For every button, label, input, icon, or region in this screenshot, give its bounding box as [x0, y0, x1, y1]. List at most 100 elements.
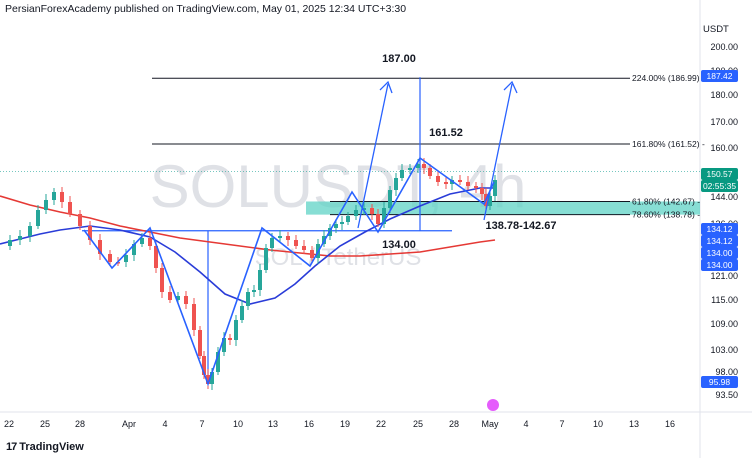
x-tick-label: 19 — [340, 419, 350, 429]
price-tag — [701, 235, 738, 247]
y-tick-label: 144.00 — [710, 192, 738, 202]
price-annotation: 134.00 — [382, 239, 416, 251]
candle-body — [450, 180, 454, 184]
x-tick-label: 13 — [268, 419, 278, 429]
candle-body — [488, 196, 492, 206]
x-tick-label: 22 — [376, 419, 386, 429]
projection-arrow-left — [357, 83, 389, 229]
footer-brand-text: TradingView — [19, 441, 84, 453]
price-tag — [701, 180, 738, 192]
price-tag — [701, 168, 738, 180]
candle-body — [286, 236, 290, 240]
price-annotation: 138.78-142.67 — [486, 220, 557, 232]
candle-body — [124, 255, 128, 262]
candle-body — [270, 238, 274, 248]
candle-body — [428, 168, 432, 176]
price-tag-label: 134.12 — [707, 224, 733, 234]
candle-body — [340, 222, 344, 224]
candle-body — [376, 214, 380, 224]
candle-body — [18, 236, 22, 240]
candle-body — [222, 338, 226, 352]
candle-body — [400, 170, 404, 178]
candle-body — [480, 188, 484, 194]
candle-body — [202, 356, 206, 375]
tradingview-logo-icon: 17 — [6, 441, 17, 453]
x-tick-label: 10 — [593, 419, 603, 429]
candle-body — [466, 182, 470, 186]
pattern-drawing — [83, 156, 495, 387]
candle-body — [184, 296, 188, 304]
candle-body — [210, 372, 214, 384]
price-annotation: 161.52 — [429, 127, 463, 139]
candle-body — [140, 238, 144, 244]
x-tick-label: May — [481, 419, 499, 429]
projection-arrowhead-right — [503, 80, 518, 94]
price-tag-label: 02:55:35 — [703, 181, 736, 191]
price-tag — [701, 247, 738, 259]
fib-level-label: 78.60% (138.78) - — [632, 210, 700, 220]
price-tag — [701, 376, 738, 388]
price-tag — [701, 259, 738, 271]
candle-body — [216, 352, 220, 372]
y-tick-label: 170.00 — [710, 117, 738, 127]
x-tick-label: 16 — [665, 419, 675, 429]
candle-body — [474, 186, 478, 188]
candle-body — [354, 210, 358, 216]
candle-body — [302, 246, 306, 250]
candle-body — [192, 304, 196, 330]
candle-body — [234, 320, 238, 340]
x-tick-label: 16 — [304, 419, 314, 429]
fib-level-label: 61.80% (142.67) - — [632, 196, 700, 206]
candle-body — [28, 226, 32, 236]
price-tag-label: 187.42 — [707, 71, 733, 81]
x-tick-label: 28 — [449, 419, 459, 429]
candle-body — [382, 208, 386, 224]
projection-arrow-right — [483, 83, 513, 221]
candle-body — [294, 240, 298, 246]
candle-body — [148, 238, 152, 246]
x-tick-label: Apr — [122, 419, 136, 429]
idea-marker-icon — [487, 399, 499, 411]
candle-body — [78, 214, 82, 226]
candle-body — [278, 236, 282, 238]
price-tag-label: 134.00 — [707, 248, 733, 258]
price-tag-label: 134.12 — [707, 236, 733, 246]
y-tick-label: 121.00 — [710, 271, 738, 281]
fib-level-label: 224.00% (186.99) - — [632, 73, 705, 83]
y-tick-label: 115.00 — [711, 295, 738, 305]
candle-body — [8, 240, 12, 246]
candle-body — [264, 248, 268, 270]
candle-body — [422, 164, 426, 168]
candle-body — [108, 254, 112, 262]
candle-body — [176, 296, 180, 300]
price-tag-label: 134.00 — [707, 260, 733, 270]
candle-body — [346, 216, 350, 222]
x-tick-label: 25 — [40, 419, 50, 429]
y-tick-label: 180.00 — [710, 90, 738, 100]
candle-body — [154, 246, 158, 268]
candle-body — [168, 292, 172, 300]
y-tick-label: 103.00 — [710, 345, 738, 355]
candle-body — [98, 240, 102, 254]
x-tick-label: 25 — [413, 419, 423, 429]
candle-body — [132, 244, 136, 255]
candle-body — [310, 250, 314, 258]
y-tick-label: 93.50 — [715, 390, 738, 400]
publisher-line: PersianForexAcademy published on Trading… — [5, 3, 407, 15]
candle-body — [88, 226, 92, 240]
price-tag-label: 150.57 — [707, 169, 733, 179]
footer-brand[interactable]: 17 TradingView — [6, 441, 84, 453]
y-tick-label: 109.00 — [710, 319, 738, 329]
currency-label[interactable]: USDT — [703, 24, 729, 35]
candle-body — [240, 306, 244, 320]
y-tick-label: 98.00 — [715, 367, 738, 377]
x-tick-label: 4 — [523, 419, 528, 429]
candle-body — [416, 164, 420, 168]
candle-body — [394, 178, 398, 190]
x-tick-label: 13 — [629, 419, 639, 429]
x-tick-label: 28 — [75, 419, 85, 429]
candle-body — [370, 208, 374, 214]
y-tick-label: 160.00 — [710, 143, 738, 153]
x-tick-label: 22 — [4, 419, 14, 429]
